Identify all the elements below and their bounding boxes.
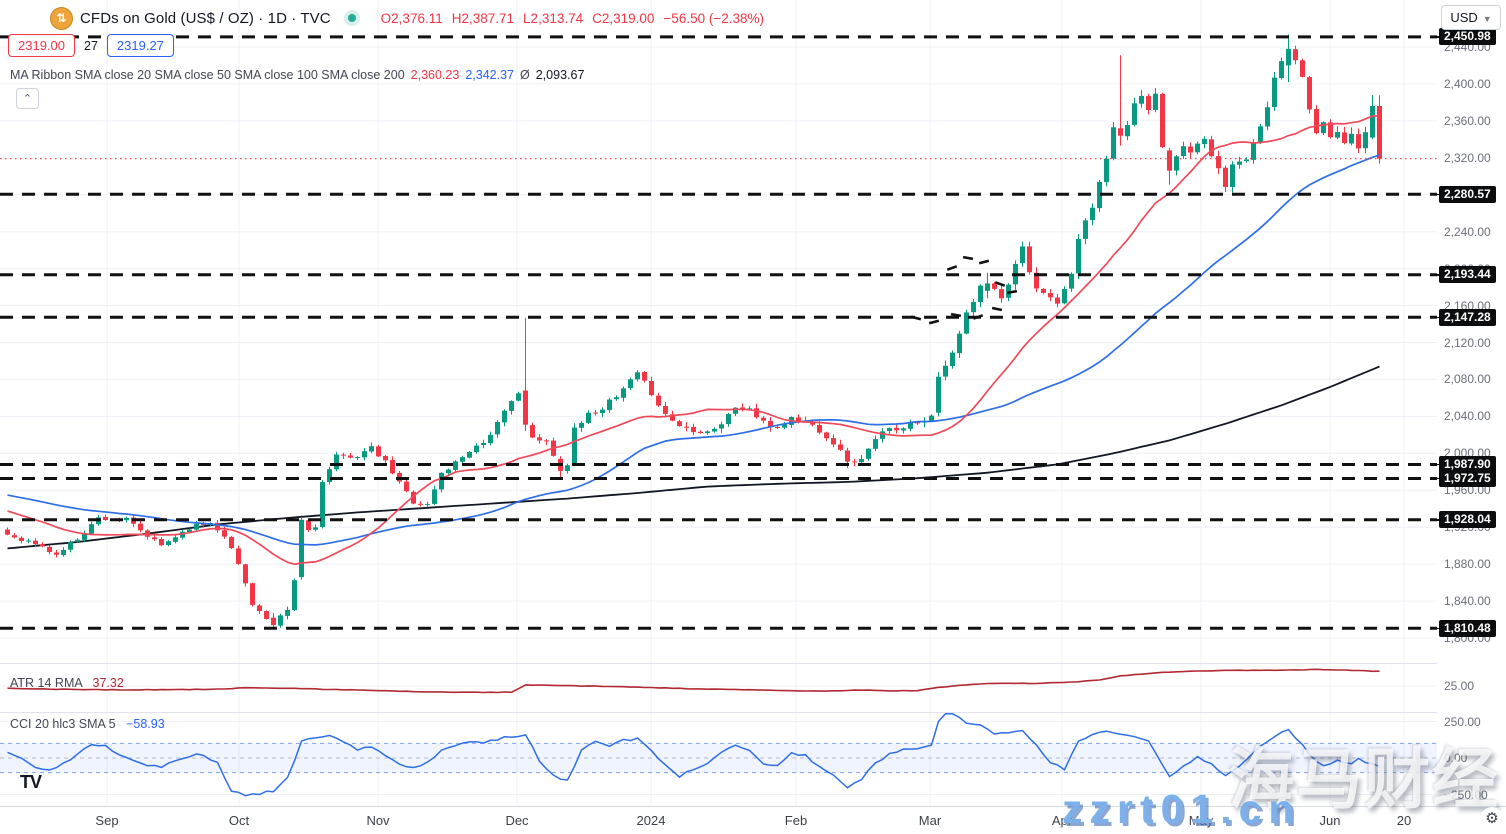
tradingview-logo[interactable]: TV — [20, 772, 42, 792]
sma200-value: 2,093.67 — [535, 67, 585, 82]
atr-value: 37.32 — [92, 676, 124, 690]
sma100-hidden-value: Ø — [520, 67, 530, 82]
gold-symbol-icon: ⇅ — [50, 6, 73, 30]
bid-price-label: 2319.00 — [8, 34, 75, 57]
cci-title: CCI 20 hlc3 SMA 5 — [10, 717, 116, 731]
cci-tick-label: −250.00 — [1444, 787, 1488, 802]
time-axis[interactable]: Sep Oct Nov Dec 2024 Feb Mar Apr May Jun 20 — [0, 806, 1506, 834]
price-tick-label: 2,040.00 — [1444, 409, 1491, 424]
sma20-value: 2,360.23 — [410, 67, 460, 82]
price-tick-label: 2,400.00 — [1444, 76, 1491, 91]
price-tick-label: 2,360.00 — [1444, 113, 1491, 128]
time-label: 2024 — [636, 813, 666, 828]
price-tick-label: 2,080.00 — [1444, 372, 1491, 387]
cci-legend[interactable]: CCI 20 hlc3 SMA 5 −58.93 — [10, 717, 165, 731]
ohlc-values: O2,376.11 H2,387.71 L2,313.74 C2,319.00 … — [381, 11, 764, 26]
bar-countdown: 27 — [84, 38, 98, 53]
time-label: Dec — [505, 813, 529, 828]
close-value: C2,319.00 — [592, 10, 655, 26]
collapse-legend-button[interactable]: ⌃ — [16, 88, 39, 109]
pane-separator[interactable] — [0, 712, 1506, 713]
atr-legend[interactable]: ATR 14 RMA 37.32 — [10, 676, 124, 690]
price-level-badge: 2,193.44 — [1436, 266, 1496, 284]
symbol-title[interactable]: CFDs on Gold (US$ / OZ) · 1D · TVC — [80, 9, 331, 27]
price-level-badge: 1,928.04 — [1436, 511, 1496, 529]
currency-selector[interactable]: USD ▼ — [1441, 5, 1501, 30]
price-tick-label: 2,240.00 — [1444, 224, 1491, 239]
time-label: Nov — [366, 813, 390, 828]
time-label: 20 — [1396, 813, 1412, 828]
market-status-icon[interactable] — [343, 10, 360, 26]
price-level-badge: 2,147.28 — [1436, 308, 1496, 326]
price-tick-label: 2,320.00 — [1444, 150, 1491, 165]
atr-tick-label: 25.00 — [1444, 679, 1475, 693]
chevron-down-icon: ▼ — [1482, 13, 1492, 24]
ma-ribbon-legend[interactable]: MA Ribbon SMA close 20 SMA close 50 SMA … — [10, 66, 584, 83]
cci-tick-label: 250.00 — [1444, 714, 1481, 729]
ma-ribbon-title: MA Ribbon SMA close 20 SMA close 50 SMA … — [10, 67, 405, 82]
price-tick-label: 2,120.00 — [1444, 335, 1491, 350]
time-label: Mar — [918, 813, 942, 828]
time-label: Feb — [784, 813, 808, 828]
axis-settings-gear-icon[interactable]: ⚙ — [1481, 807, 1503, 829]
time-label: Apr — [1051, 813, 1073, 828]
price-level-badge: 2,280.57 — [1436, 185, 1496, 203]
time-label: Oct — [228, 813, 250, 828]
price-tick-label: 1,840.00 — [1444, 594, 1491, 609]
time-label: Sep — [95, 813, 119, 828]
chevron-up-icon: ⌃ — [22, 93, 33, 105]
time-label: May — [1188, 813, 1214, 828]
pane-separator[interactable] — [0, 663, 1506, 664]
price-axis[interactable]: 2,440.002,400.002,360.002,320.002,280.00… — [1436, 0, 1506, 806]
ask-price-label: 2319.27 — [106, 34, 174, 57]
time-label: Jun — [1319, 813, 1341, 828]
open-value: O2,376.11 — [380, 10, 443, 26]
cci-value: −58.93 — [126, 717, 165, 731]
low-value: L2,313.74 — [523, 10, 584, 26]
cci-tick-label: 0.00 — [1444, 751, 1468, 765]
sma50-value: 2,342.37 — [465, 67, 514, 82]
price-level-badge: 1,810.48 — [1436, 619, 1496, 637]
chart-canvas[interactable] — [0, 0, 1437, 806]
change-value: −56.50 (−2.38%) — [663, 10, 764, 26]
atr-title: ATR 14 RMA — [10, 676, 83, 690]
price-level-badge: 1,987.90 — [1436, 455, 1496, 473]
price-level-badge: 2,450.98 — [1436, 28, 1496, 46]
high-value: H2,387.71 — [451, 10, 515, 26]
price-tick-label: 1,880.00 — [1444, 557, 1491, 572]
currency-label: USD — [1450, 10, 1478, 25]
price-level-badge: 1,972.75 — [1436, 469, 1496, 487]
